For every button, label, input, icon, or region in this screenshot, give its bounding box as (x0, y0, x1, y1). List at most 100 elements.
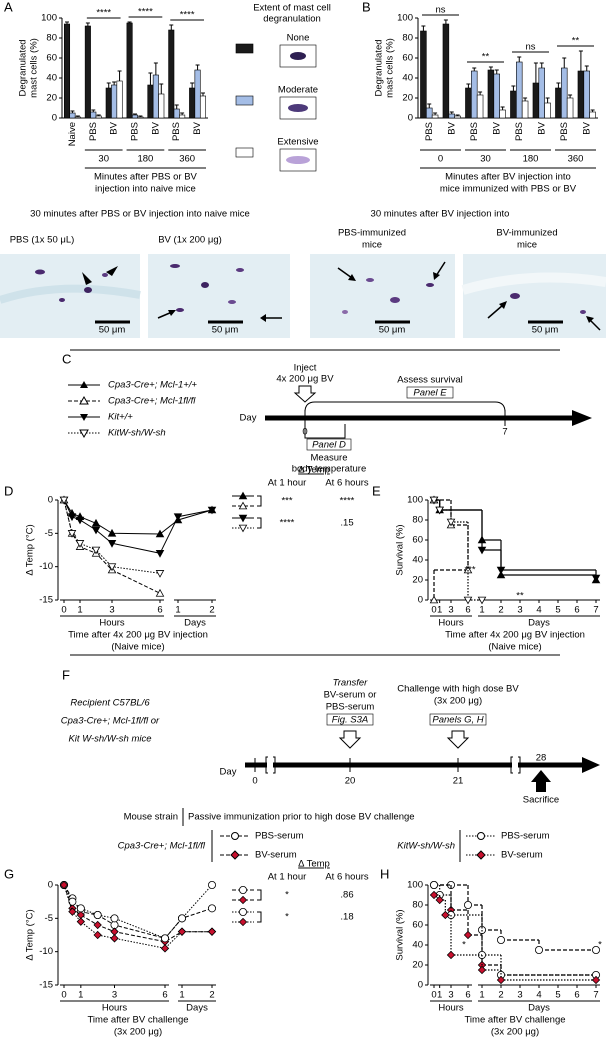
stats-value: **** (280, 518, 295, 529)
panel-label: G (4, 866, 14, 881)
bar (90, 111, 97, 119)
series-line (63, 884, 212, 949)
stats-value: * (285, 912, 289, 923)
legend-image-cell (286, 156, 310, 164)
bar (199, 95, 207, 119)
marker (592, 946, 601, 955)
legend-label: Cpa3-Cre+; Mcl-1fl/fl (108, 396, 196, 407)
x-axis-label: injection into naive mice (95, 184, 196, 195)
marker (238, 895, 248, 905)
y-tick-label: -15 (39, 980, 53, 991)
image: 50 μm (461, 254, 606, 338)
day-value: 21 (453, 776, 464, 787)
marker (67, 530, 77, 538)
stats-column: At 6 hours (325, 478, 369, 489)
marker (93, 930, 102, 940)
image-label: PBS (1x 50 μL) (10, 235, 75, 246)
x-axis-label: (Naive mice) (488, 642, 541, 653)
inject-label: 4x 200 μg BV (276, 374, 334, 385)
y-tick-label: 100 (407, 880, 423, 891)
day-value: 7 (502, 427, 507, 438)
stats-value: .86 (340, 890, 353, 901)
y-tick-label: 40 (402, 73, 413, 84)
box (406, 386, 454, 399)
y-tick-label: -10 (39, 946, 53, 957)
y-tick-label: 60 (412, 920, 423, 931)
legend-title: degranulation (263, 14, 321, 25)
significance: ns (525, 42, 535, 53)
group-label: 360 (568, 154, 584, 165)
bar (555, 87, 562, 119)
marker (155, 570, 165, 578)
marker (463, 930, 473, 940)
bracket (304, 401, 506, 413)
marker (160, 934, 169, 943)
marker (160, 944, 170, 953)
bar (583, 70, 590, 119)
bar (69, 112, 76, 119)
y-axis-label: Δ Temp (°C) (25, 909, 36, 960)
break-mark (510, 756, 521, 774)
marker (435, 895, 444, 905)
y-tick-label: 60 (402, 53, 413, 64)
panel-ref: Panel E (413, 388, 447, 399)
bar (532, 82, 540, 119)
legend-marker (79, 395, 89, 405)
bar (454, 115, 461, 119)
marker (155, 529, 165, 538)
arrowhead (572, 410, 592, 426)
image-label: BV (1x 200 μg) (158, 235, 222, 246)
legend-label: PBS-serum (501, 831, 550, 842)
y-tick-label: 80 (412, 900, 423, 911)
marker (59, 496, 69, 505)
bar (577, 70, 585, 119)
x-tick-label: 0 (431, 605, 436, 616)
x-tick-label: 3 (448, 605, 453, 616)
measure-label: body temperature (292, 464, 366, 475)
strain: Cpa3-Cre+; Mcl-1fl/fl (118, 841, 206, 852)
x-tick-label: 1 (77, 605, 82, 616)
group-label: 30 (480, 154, 491, 165)
legend-marker (80, 414, 88, 421)
micrographs: 30 minutes after PBS or BV injection int… (0, 209, 606, 338)
x-tick-label: 5 (555, 605, 560, 616)
legend-label: BV-serum (255, 850, 297, 861)
y-axis-label: mast cells (%) (385, 38, 396, 98)
x-axis-label: Time after BV challenge (464, 1015, 565, 1026)
significance: **** (138, 7, 153, 18)
y-tick-label: 80 (412, 515, 423, 526)
x-tick-label: BV (491, 121, 502, 134)
x-tick-label: Naive (67, 122, 78, 146)
gh-header: Mouse strain Passive immunization prior … (118, 808, 550, 862)
bar (116, 80, 123, 119)
legend-image-cell (290, 52, 306, 60)
y-tick-label: 20 (46, 93, 57, 104)
measure-label: Measure (311, 453, 348, 464)
transfer: PBS-serum (326, 702, 375, 713)
panel-label: A (4, 0, 13, 14)
x-tick-label: 6 (157, 605, 162, 616)
x-tick-label: 1 (479, 990, 484, 1001)
recipient: Recipient C57BL/6 (70, 698, 150, 709)
x-tick-label: PBS (559, 122, 570, 141)
transfer: BV-serum or (324, 690, 377, 701)
bar (561, 67, 568, 119)
marker (238, 908, 247, 917)
legend-label: BV-serum (501, 850, 543, 861)
marker (429, 595, 439, 604)
legend-label: Moderate (278, 85, 318, 96)
strain: KitW-sh/W-sh (397, 841, 455, 852)
x-axis-sublabel: Hours (99, 618, 125, 629)
marker (75, 540, 85, 548)
marker (110, 934, 119, 943)
marker (591, 975, 601, 985)
y-tick-label: 20 (402, 93, 413, 104)
panel-ref: Panel D (312, 440, 346, 451)
x-axis-label: Time after 4x 200 μg BV injection (445, 630, 585, 641)
x-tick-label: 0 (431, 990, 436, 1001)
bar (538, 67, 545, 119)
significance: ** (482, 52, 490, 63)
marker (173, 513, 183, 522)
bar (111, 84, 118, 119)
